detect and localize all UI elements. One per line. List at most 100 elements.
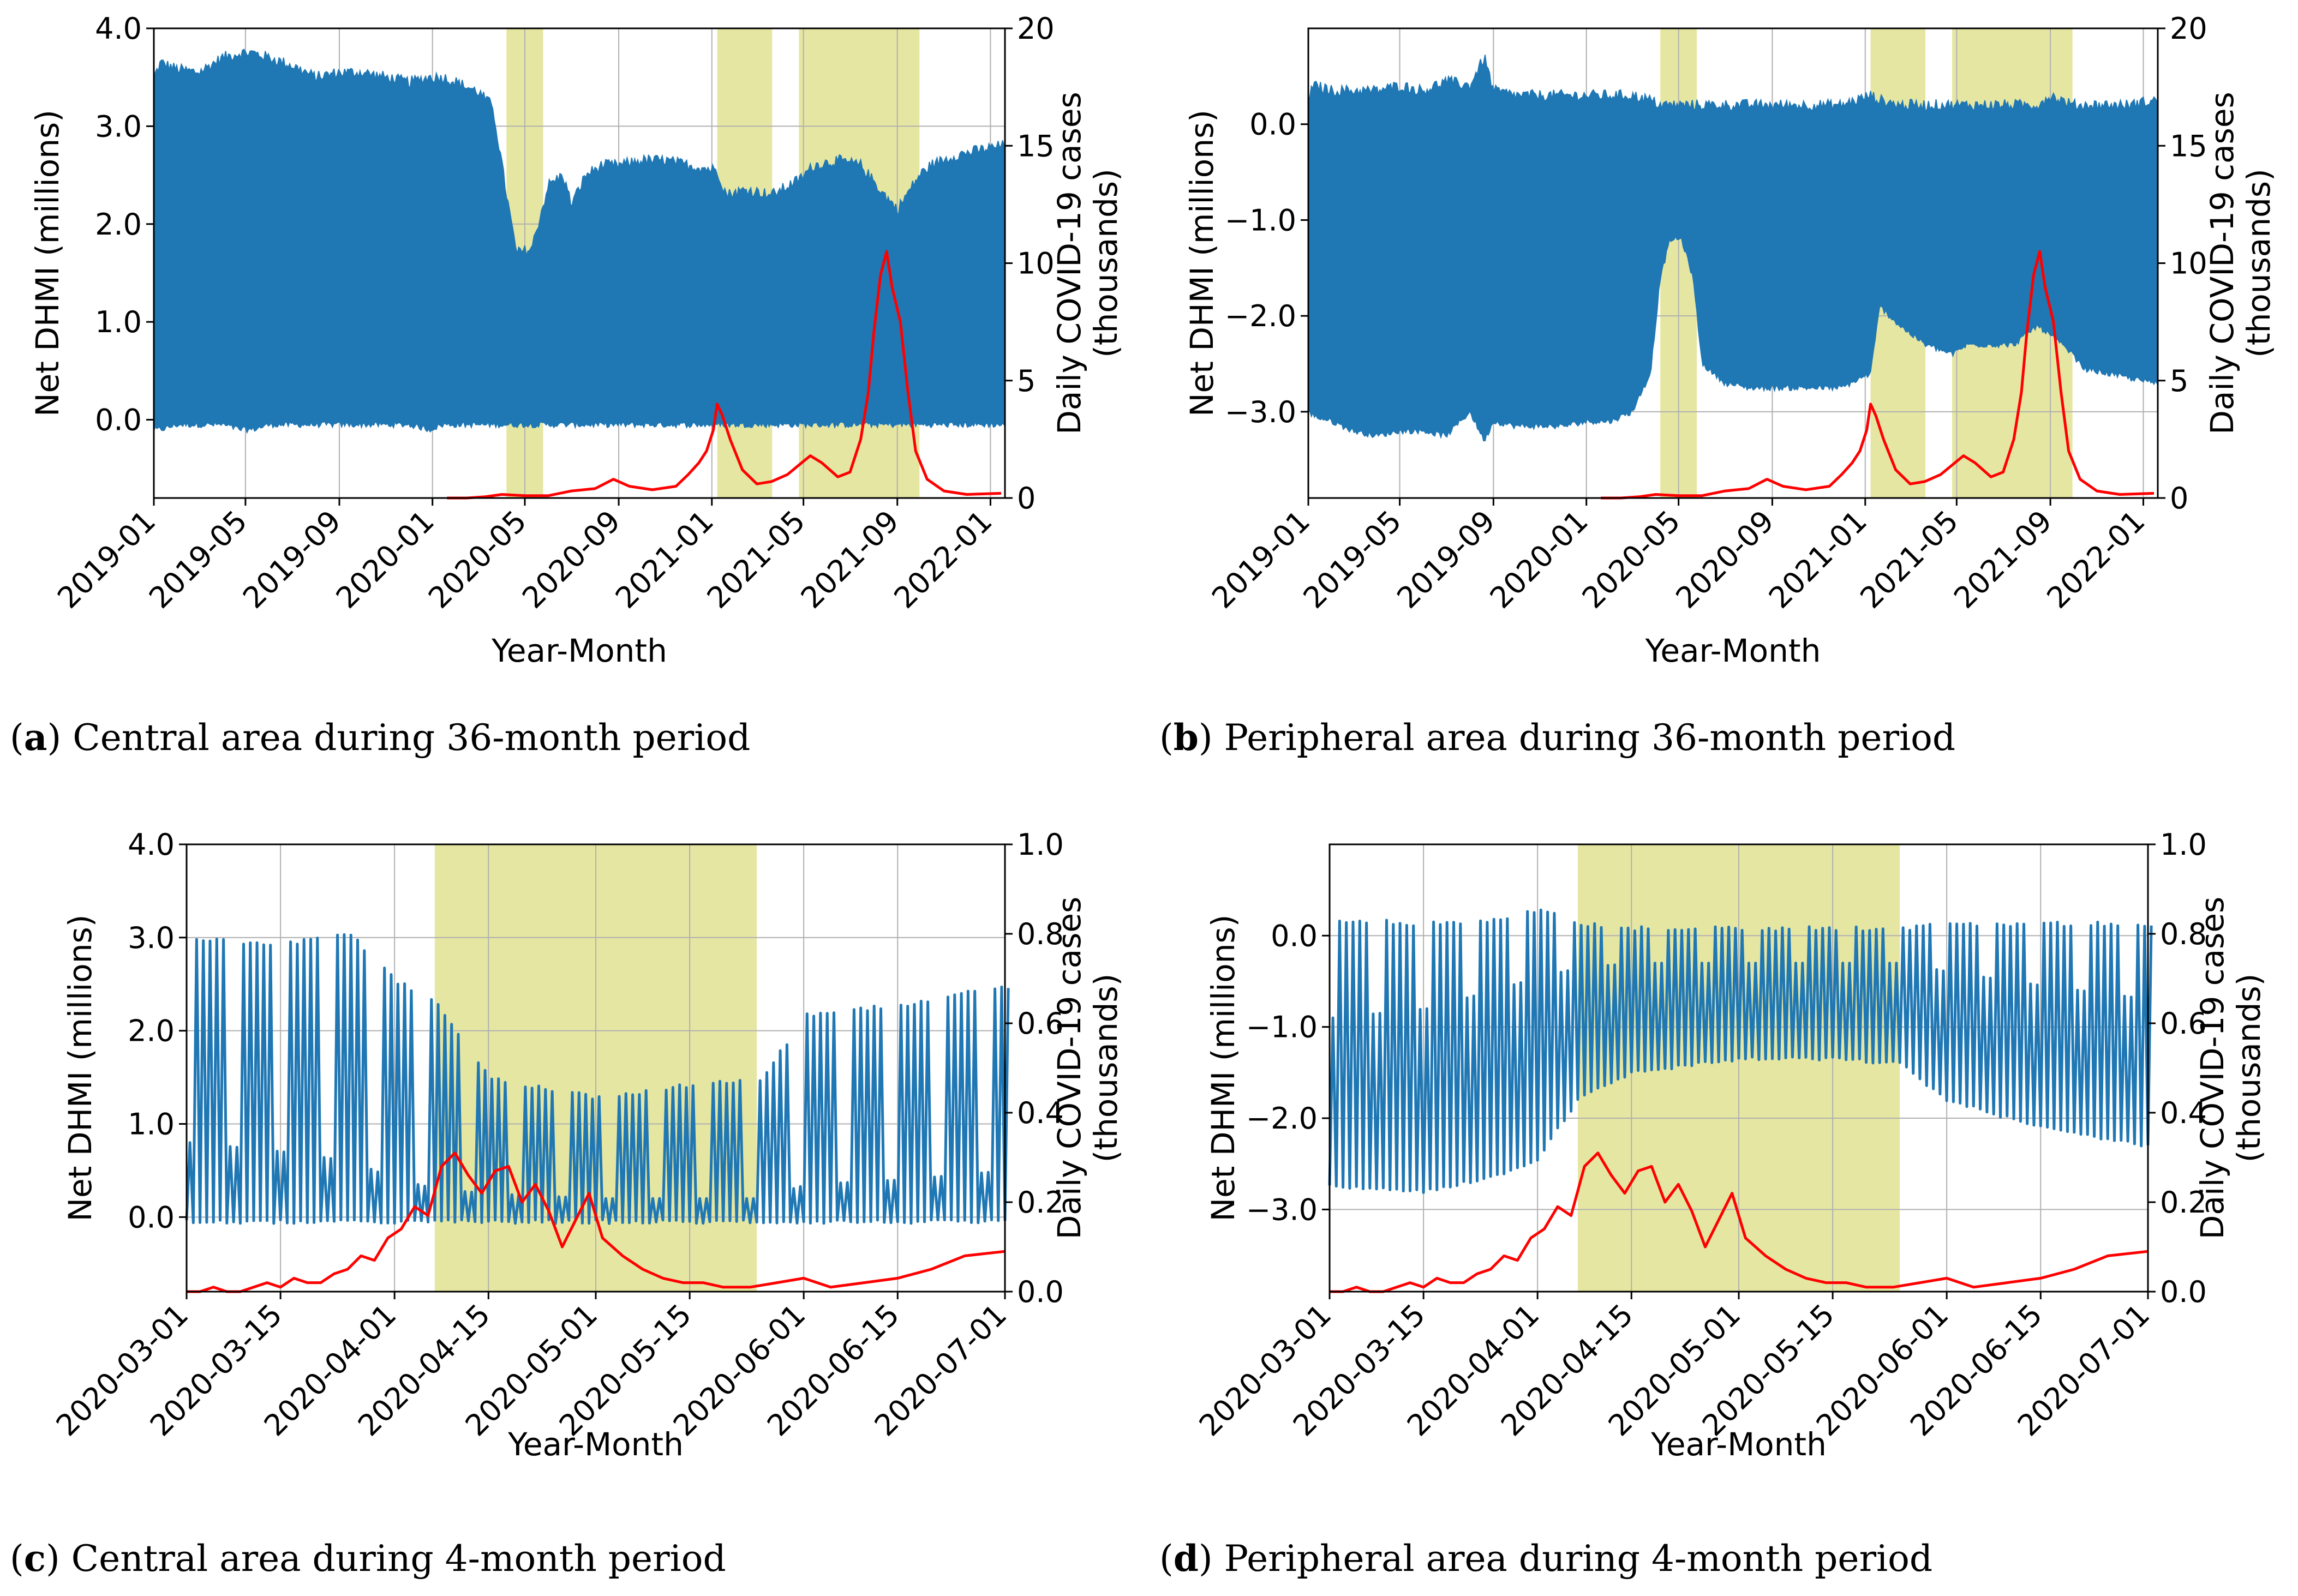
y-right-tick-label: 0.2 bbox=[2160, 1185, 2207, 1220]
y-right-tick-label: 0.6 bbox=[2160, 1006, 2207, 1041]
y-right-tick-label: 0.6 bbox=[1017, 1006, 1064, 1041]
x-tick-label: 2021-05 bbox=[1853, 504, 1965, 615]
x-tick-label: 2019-09 bbox=[236, 504, 348, 615]
covid-series-line bbox=[1601, 250, 2155, 500]
y-left-tick-label: 0.0 bbox=[128, 1200, 175, 1234]
y-right-axis-label-line1: Daily COVID-19 cases bbox=[1051, 92, 1088, 434]
y-right-tick-label: 0.2 bbox=[1017, 1185, 1064, 1220]
caption-text: Peripheral area during 36-month period bbox=[1224, 717, 1955, 759]
y-left-tick-label: −2.0 bbox=[1225, 299, 1296, 333]
caption-letter: a bbox=[24, 716, 47, 759]
caption-open-paren: ( bbox=[1159, 1538, 1174, 1580]
x-tick-label: 2021-01 bbox=[1762, 504, 1874, 615]
y-left-tick-label: 3.0 bbox=[95, 109, 142, 143]
y-right-tick-label: 5 bbox=[1017, 364, 1036, 398]
y-right-tick-label: 0.8 bbox=[1017, 917, 1064, 951]
y-right-tick-label: 0.0 bbox=[2160, 1275, 2207, 1309]
caption-text: Central area during 36-month period bbox=[73, 717, 750, 759]
panel-a: 0.0 1.0 2.0 3.0 4.0 0 5 10 15 20 2019-012019-05201… bbox=[10, 11, 1124, 759]
caption-close-paren: ) bbox=[1199, 717, 1224, 759]
y-right-tick-label: 0 bbox=[2170, 481, 2188, 515]
x-tick-label: 2021-09 bbox=[794, 504, 906, 615]
dhmi-series-line bbox=[1328, 908, 2153, 1194]
x-tick-label: 2019-01 bbox=[51, 504, 162, 615]
caption-letter: d bbox=[1174, 1537, 1199, 1580]
x-axis-label: Year-Month bbox=[491, 632, 667, 669]
y-right-axis-label-line2: (thousands) bbox=[1087, 974, 1124, 1163]
y-right-tick-label: 0 bbox=[1017, 481, 1036, 515]
y-right-tick-label: 20 bbox=[1017, 11, 1055, 46]
y-right-tick-label: 5 bbox=[2170, 364, 2188, 398]
y-left-tick-label: 4.0 bbox=[128, 827, 175, 862]
panel-caption: (b) Peripheral area during 36-month peri… bbox=[1159, 716, 1955, 759]
x-tick-label: 2020-09 bbox=[516, 504, 627, 615]
x-axis-label: Year-Month bbox=[1645, 632, 1821, 669]
y-right-tick-label: 0.4 bbox=[2160, 1096, 2207, 1130]
x-tick-label: 2022-01 bbox=[2040, 504, 2152, 615]
caption-open-paren: ( bbox=[1159, 717, 1174, 759]
y-left-tick-label: −1.0 bbox=[1225, 203, 1296, 237]
y-left-tick-label: 3.0 bbox=[128, 921, 175, 955]
y-left-axis-label: Net DHMI (millions) bbox=[1183, 110, 1220, 417]
x-tick-label: 2021-09 bbox=[1947, 504, 2058, 615]
x-tick-label: 2021-01 bbox=[609, 504, 720, 615]
y-left-tick-label: −2.0 bbox=[1246, 1101, 1318, 1136]
y-left-tick-label: 1.0 bbox=[128, 1107, 175, 1142]
y-right-tick-label: 20 bbox=[2170, 11, 2207, 46]
y-left-axis-label: Net DHMI (millions) bbox=[1205, 915, 1242, 1222]
covid-series-line bbox=[187, 1151, 1006, 1293]
y-right-tick-label: 10 bbox=[2170, 247, 2207, 281]
caption-open-paren: ( bbox=[10, 717, 24, 759]
panel-caption: (a) Central area during 36-month period bbox=[10, 716, 750, 759]
x-axis-label: Year-Month bbox=[507, 1426, 684, 1463]
y-left-tick-label: 4.0 bbox=[95, 11, 142, 46]
panel-c: 0.01.02.03.04.00.00.20.40.60.81.02020-03… bbox=[10, 827, 1124, 1580]
x-tick-label: 2022-01 bbox=[888, 504, 999, 615]
y-right-tick-label: 1.0 bbox=[2160, 827, 2207, 862]
panel-caption: (c) Central area during 4-month period bbox=[10, 1537, 726, 1580]
x-tick-label: 2020-01 bbox=[1483, 504, 1595, 615]
y-right-axis-label-line2: (thousands) bbox=[1087, 169, 1124, 358]
y-right-axis-label-line1: Daily COVID-19 cases bbox=[1051, 897, 1088, 1239]
x-tick-label: 2020-01 bbox=[330, 504, 441, 615]
y-left-tick-label: 0.0 bbox=[1271, 919, 1318, 953]
y-left-axis-label: Net DHMI (millions) bbox=[29, 110, 66, 417]
dhmi-series-line bbox=[185, 933, 1010, 1225]
x-tick-label: 2021-05 bbox=[701, 504, 812, 615]
panel-b: −3.0 −2.0 −1.0 0.0 0 5 10 15 20 2019-012019-05201… bbox=[1159, 11, 2277, 759]
y-right-axis-label-line1: Daily COVID-19 cases bbox=[2204, 92, 2241, 434]
x-tick-label: 2020-05 bbox=[1576, 504, 1687, 615]
y-left-tick-label: −1.0 bbox=[1246, 1010, 1318, 1045]
caption-close-paren: ) bbox=[1199, 1538, 1224, 1580]
caption-close-paren: ) bbox=[46, 1538, 71, 1580]
y-left-tick-label: 1.0 bbox=[95, 305, 142, 339]
x-tick-label: 2019-01 bbox=[1205, 504, 1316, 615]
caption-text: Central area during 4-month period bbox=[71, 1538, 726, 1580]
y-left-tick-label: 2.0 bbox=[95, 207, 142, 242]
y-right-tick-label: 10 bbox=[1017, 247, 1055, 281]
y-left-axis-label: Net DHMI (millions) bbox=[62, 915, 99, 1222]
y-left-tick-label: −3.0 bbox=[1225, 395, 1296, 429]
x-tick-label: 2019-05 bbox=[142, 504, 254, 615]
y-left-tick-label: 2.0 bbox=[128, 1014, 175, 1048]
x-tick-label: 2020-05 bbox=[422, 504, 533, 615]
y-right-tick-label: 0.8 bbox=[2160, 917, 2207, 951]
x-axis-label: Year-Month bbox=[1650, 1426, 1827, 1463]
covid-series-line bbox=[447, 250, 1002, 500]
y-right-tick-label: 0.4 bbox=[1017, 1096, 1064, 1130]
covid-series-line bbox=[1330, 1151, 2149, 1293]
panel-d: −3.0−2.0−1.00.00.00.20.40.60.81.02020-03… bbox=[1159, 827, 2267, 1580]
caption-text: Peripheral area during 4-month period bbox=[1224, 1538, 1932, 1580]
caption-letter: b bbox=[1174, 716, 1199, 759]
y-left-tick-label: 0.0 bbox=[1249, 107, 1296, 142]
y-right-axis-label-line2: (thousands) bbox=[2230, 974, 2267, 1163]
caption-letter: c bbox=[24, 1537, 46, 1580]
y-right-axis-label-line2: (thousands) bbox=[2240, 169, 2277, 358]
y-right-tick-label: 0.0 bbox=[1017, 1275, 1064, 1309]
x-tick-label: 2020-09 bbox=[1669, 504, 1781, 615]
y-left-tick-label: −3.0 bbox=[1246, 1192, 1318, 1227]
caption-open-paren: ( bbox=[10, 1538, 24, 1580]
y-left-tick-label: 0.0 bbox=[95, 403, 142, 437]
y-right-tick-label: 1.0 bbox=[1017, 827, 1064, 862]
